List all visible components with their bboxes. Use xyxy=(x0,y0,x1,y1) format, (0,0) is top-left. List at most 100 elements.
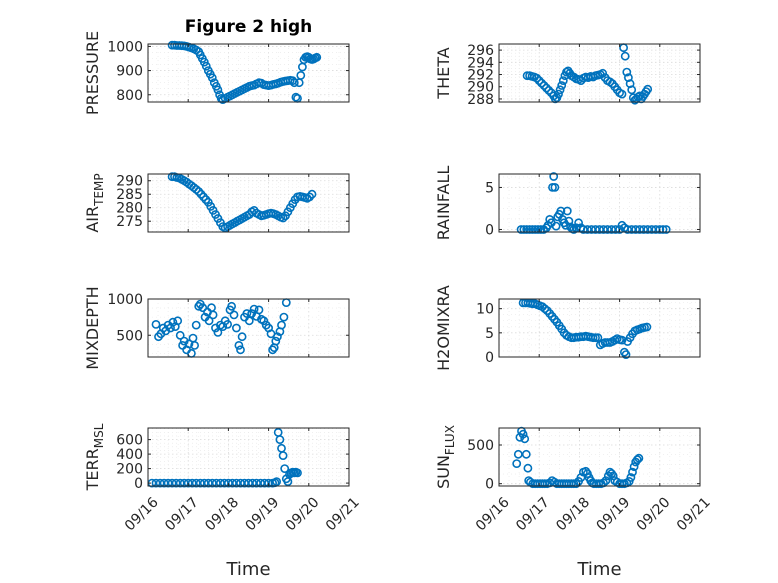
data-point xyxy=(236,478,245,488)
data-point xyxy=(293,468,302,478)
x-tick-label: 09/21 xyxy=(323,494,363,534)
x-tick-label: 09/16 xyxy=(122,494,162,534)
data-point xyxy=(540,304,550,314)
data-point xyxy=(642,322,652,332)
data-point xyxy=(207,478,217,488)
data-point xyxy=(168,317,178,327)
data-point xyxy=(634,453,644,463)
x-tick-label: 09/16 xyxy=(473,494,513,534)
y-tick-label: 200 xyxy=(116,462,143,478)
data-point xyxy=(551,221,561,231)
data-point xyxy=(184,339,194,349)
data-point xyxy=(516,225,526,234)
y-tick-label: 0 xyxy=(485,222,494,238)
x-tick-label: 09/19 xyxy=(593,494,633,534)
axes-frame xyxy=(147,298,350,358)
data-point xyxy=(201,61,211,71)
data-point xyxy=(248,478,257,488)
x-tick-label: 09/20 xyxy=(634,494,674,534)
data-point xyxy=(163,478,173,488)
axes-frame xyxy=(147,43,350,103)
data-point xyxy=(532,73,542,83)
data-point xyxy=(617,335,627,345)
data-point xyxy=(223,478,233,488)
data-point xyxy=(204,316,214,326)
y-tick-label: 280 xyxy=(116,201,143,217)
axes-frame xyxy=(147,427,350,487)
data-point xyxy=(159,478,169,488)
y-tick-label: 294 xyxy=(467,55,494,71)
y-tick-label: 900 xyxy=(116,64,143,80)
data-point xyxy=(234,340,244,350)
y-axis-label-main: SUN xyxy=(434,455,453,489)
data-point xyxy=(549,172,559,181)
x-tick-label: 09/17 xyxy=(513,494,553,534)
data-point xyxy=(522,225,532,234)
data-point xyxy=(151,478,161,488)
data-point xyxy=(312,52,322,62)
data-point xyxy=(643,225,653,234)
y-tick-label: 1000 xyxy=(107,39,143,55)
data-point xyxy=(223,319,232,329)
data-point xyxy=(533,225,543,234)
data-point xyxy=(603,225,612,234)
y-axis-label: THETA xyxy=(434,47,453,99)
data-point xyxy=(534,76,544,85)
y-tick-label: 5 xyxy=(485,180,494,196)
data-point xyxy=(627,85,637,95)
y-axis-label: TERRMSL xyxy=(83,423,106,491)
axes-frame xyxy=(498,173,701,233)
data-point xyxy=(519,225,529,234)
x-axis-label-right: Time xyxy=(576,559,621,580)
data-point xyxy=(599,225,608,234)
data-point xyxy=(655,225,665,234)
data-point xyxy=(167,478,177,488)
data-point xyxy=(278,451,288,460)
data-point xyxy=(621,350,631,359)
y-tick-label: 275 xyxy=(116,214,143,230)
data-point xyxy=(211,478,221,488)
data-point xyxy=(643,84,653,94)
data-point xyxy=(199,57,209,67)
data-point xyxy=(213,85,223,95)
y-axis-label-main: MIXDEPTH xyxy=(83,286,102,369)
data-point xyxy=(626,473,636,482)
y-tick-label: 800 xyxy=(116,88,143,104)
data-point xyxy=(199,478,209,488)
y-axis-label-main: TERR xyxy=(83,448,102,491)
data-point xyxy=(271,336,281,346)
data-point xyxy=(555,85,565,95)
data-point xyxy=(521,449,531,459)
data-point xyxy=(237,332,247,342)
data-point xyxy=(175,330,185,340)
y-tick-label: 292 xyxy=(467,68,494,84)
data-point xyxy=(242,309,252,318)
data-point xyxy=(151,319,161,329)
data-point xyxy=(296,71,306,80)
data-point xyxy=(213,327,223,337)
data-point xyxy=(208,310,218,320)
data-point xyxy=(629,462,639,472)
subplot-rainfall: 0 5 RAINFALL xyxy=(434,166,701,240)
data-point xyxy=(171,478,181,488)
data-point xyxy=(512,459,522,468)
x-tick-label: 09/18 xyxy=(202,494,242,534)
data-point xyxy=(254,305,264,315)
data-point xyxy=(289,78,299,88)
data-point xyxy=(191,478,201,488)
data-point xyxy=(231,323,241,333)
y-axis-label-main: AIR xyxy=(83,206,102,233)
data-point xyxy=(207,73,217,83)
y-tick-label: 285 xyxy=(116,187,143,203)
data-point xyxy=(608,471,618,481)
data-point xyxy=(617,89,627,99)
y-axis-label: SUNFLUX xyxy=(434,425,457,489)
data-point xyxy=(518,429,528,439)
subplot-pressure: 800 900 1000 PRESSURE xyxy=(83,31,350,115)
data-point xyxy=(279,312,289,322)
x-tick-label: 09/18 xyxy=(553,494,593,534)
y-tick-label: 290 xyxy=(467,80,494,96)
y-axis-label: AIRTEMP xyxy=(83,173,106,232)
